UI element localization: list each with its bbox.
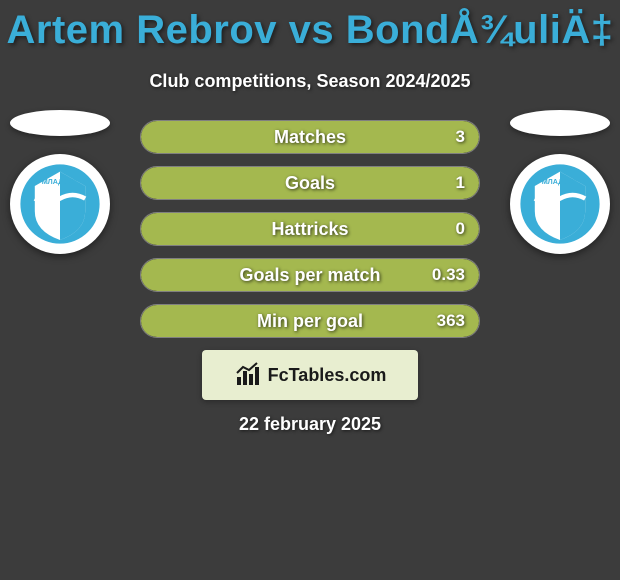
- stat-row: Goals1: [140, 166, 480, 200]
- club-badge-left: МЛАДОСТ: [10, 154, 110, 254]
- stat-value: 0: [456, 213, 465, 245]
- stat-value: 3: [456, 121, 465, 153]
- chart-icon: [234, 361, 262, 389]
- stat-label: Min per goal: [141, 305, 479, 337]
- stat-value: 1: [456, 167, 465, 199]
- svg-text:МЛАДОСТ: МЛАДОСТ: [542, 177, 579, 186]
- stat-bars: Matches3Goals1Hattricks0Goals per match0…: [140, 120, 480, 338]
- shield-icon: МЛАДОСТ: [515, 159, 605, 249]
- stat-label: Matches: [141, 121, 479, 153]
- date-text: 22 february 2025: [0, 414, 620, 435]
- stat-value: 0.33: [432, 259, 465, 291]
- player-right-placeholder: [510, 110, 610, 136]
- player-left-placeholder: [10, 110, 110, 136]
- svg-text:МЛАДОСТ: МЛАДОСТ: [42, 177, 79, 186]
- main-area: МЛАДОСТ МЛАДОСТ Matches3Goals1Hattricks0…: [0, 120, 620, 435]
- fctables-logo: FcTables.com: [202, 350, 418, 400]
- right-badges: МЛАДОСТ: [510, 110, 610, 254]
- infographic-card: Artem Rebrov vs BondÅ¾uliÄ‡ Club competi…: [0, 0, 620, 435]
- subtitle: Club competitions, Season 2024/2025: [0, 71, 620, 92]
- stat-row: Matches3: [140, 120, 480, 154]
- shield-icon: МЛАДОСТ: [15, 159, 105, 249]
- stat-row: Hattricks0: [140, 212, 480, 246]
- left-badges: МЛАДОСТ: [10, 110, 110, 254]
- page-title: Artem Rebrov vs BondÅ¾uliÄ‡: [0, 0, 620, 53]
- stat-label: Hattricks: [141, 213, 479, 245]
- stat-label: Goals: [141, 167, 479, 199]
- stat-row: Min per goal363: [140, 304, 480, 338]
- stat-row: Goals per match0.33: [140, 258, 480, 292]
- stat-label: Goals per match: [141, 259, 479, 291]
- stat-value: 363: [437, 305, 465, 337]
- club-badge-right: МЛАДОСТ: [510, 154, 610, 254]
- logo-text: FcTables.com: [268, 365, 387, 386]
